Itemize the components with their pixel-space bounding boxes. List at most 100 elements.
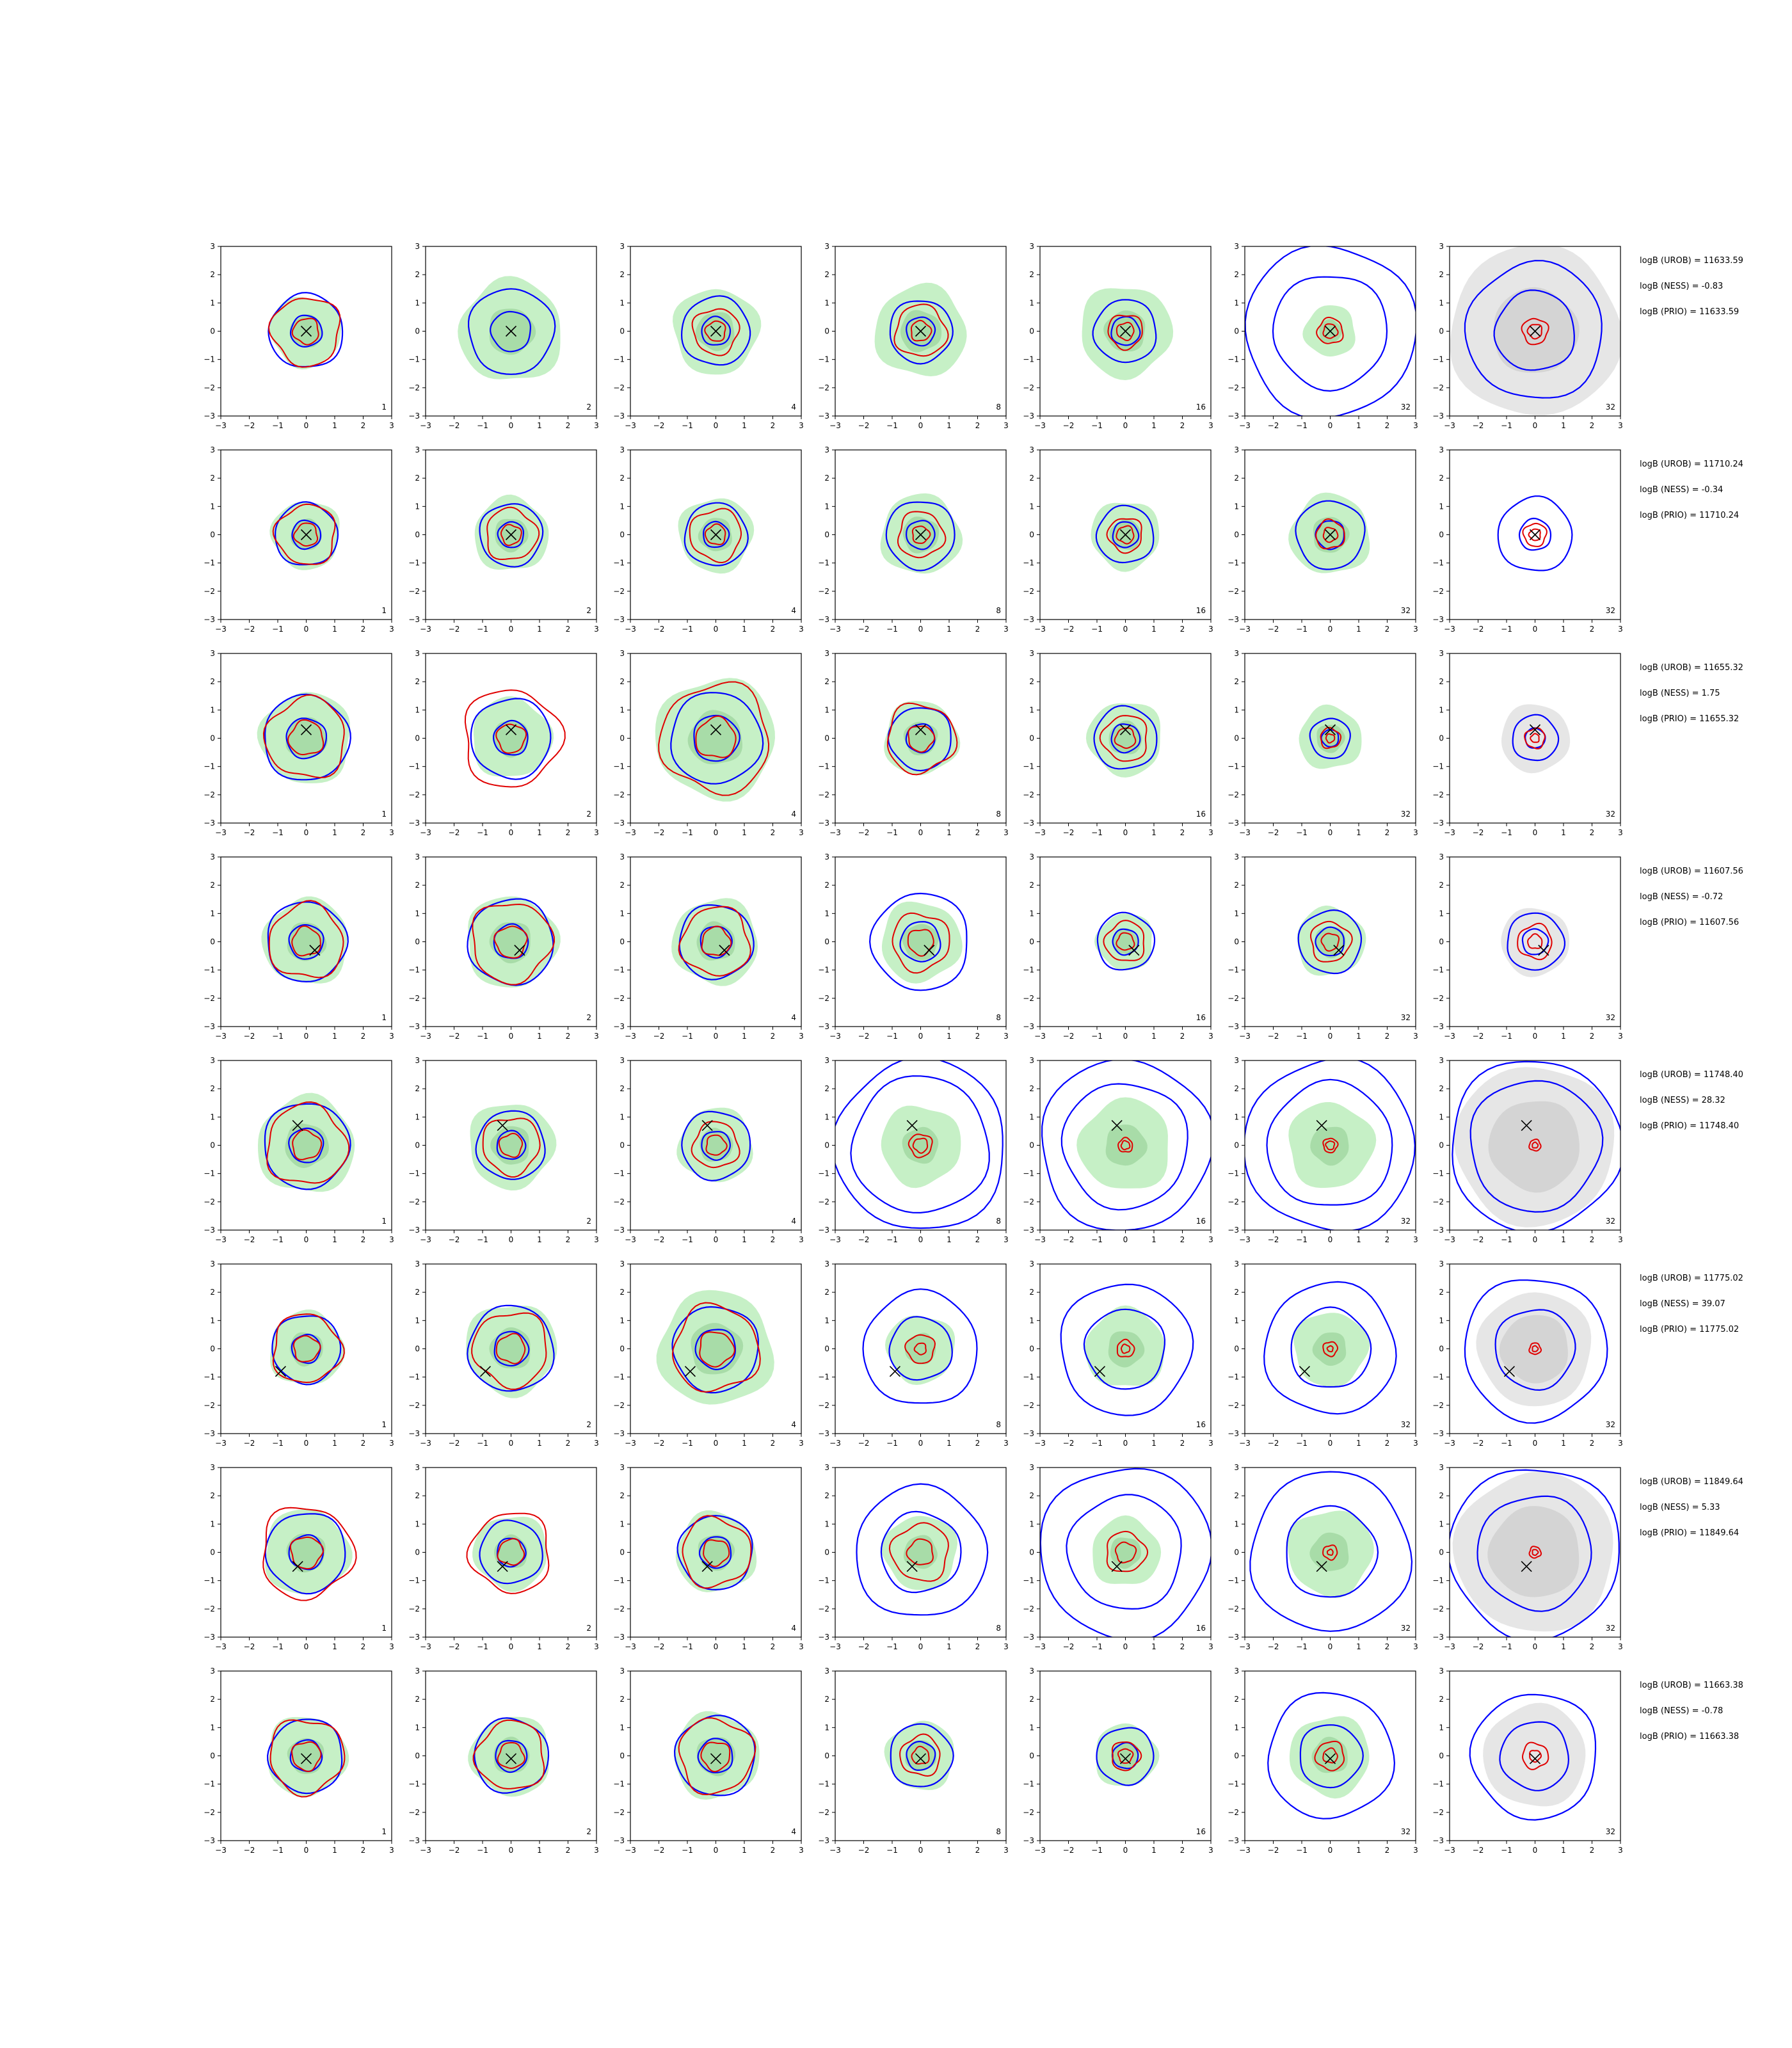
red-contour-r5-c6-0 [1528,1342,1542,1356]
y-tick-label-r7-c6-0: 3 [1439,1667,1444,1676]
marker-r4-c2 [701,1120,713,1132]
red-contour-r2-c4-0 [1099,715,1148,762]
x-tick-label-r0-c1-2: −1 [477,421,488,430]
red-contour-r2-c1-1 [495,723,527,754]
y-tick-label-r3-c4-0: 3 [1029,852,1034,861]
x-tick-label-r3-c6-0: −3 [1444,1032,1455,1041]
x-tick-label-r4-c3-5: 2 [975,1235,980,1244]
y-tick-label-r4-c2-1: 2 [620,1084,625,1093]
y-tick-label-r2-c0-1: 2 [210,677,215,686]
y-tick-label-r0-c6-4: −1 [1432,355,1444,364]
blue-contour-r4-c2-0 [681,1110,751,1182]
red-contour-r0-c0-1 [291,317,319,346]
y-tick-label-r7-c5-2: 1 [1234,1723,1239,1732]
x-tick-label-r4-c6-6: 3 [1618,1235,1623,1244]
y-tick-label-r0-c1-0: 3 [415,242,420,251]
y-tick-label-r0-c3-2: 1 [824,298,829,307]
y-tick-label-r2-c3-6: −3 [818,819,829,828]
y-tick-label-r4-c0-4: −1 [204,1169,215,1178]
panel-r3-c0: −3 −2 −1 0 1 2 3 3 2 1 0 −1 −2 −3 1 [204,852,394,1041]
red-contour-r5-c2-0 [671,1302,761,1393]
x-tick-label-r6-c3-3: 0 [918,1642,924,1651]
y-tick-label-r0-c4-2: 1 [1029,298,1034,307]
x-tick-label-r6-c5-5: 2 [1385,1642,1390,1651]
y-tick-label-r4-c6-4: −1 [1432,1169,1444,1178]
x-tick-label-r3-c6-2: −1 [1501,1032,1512,1041]
y-tick-label-r4-c5-5: −2 [1228,1197,1239,1206]
x-tick-label-r2-c6-4: 1 [1561,828,1566,837]
panel-label-r6-c1: 2 [586,1624,591,1633]
x-tick-label-r4-c6-4: 1 [1561,1235,1566,1244]
x-tick-label-r1-c5-0: −3 [1239,625,1251,634]
x-tick-label-r2-c2-5: 2 [771,828,776,837]
marker-r0-c4 [1119,325,1132,337]
y-tick-label-r1-c4-6: −3 [1023,615,1034,624]
x-tick-label-r6-c2-3: 0 [714,1642,719,1651]
red-contour-r7-c4-0 [1111,1741,1142,1772]
y-tick-label-r5-c0-2: 1 [210,1316,215,1325]
x-tick-label-r2-c1-2: −1 [477,828,488,837]
x-tick-label-r6-c6-4: 1 [1561,1642,1566,1651]
y-tick-label-r6-c3-4: −1 [818,1576,829,1585]
y-tick-label-r6-c5-3: 0 [1234,1548,1239,1557]
y-tick-label-r4-c4-1: 2 [1029,1084,1034,1093]
x-tick-label-r0-c5-6: 3 [1413,421,1418,430]
x-tick-label-r5-c6-0: −3 [1444,1439,1455,1448]
blue-contour-r4-c2-1 [701,1131,732,1161]
red-contour-r6-c1-0 [466,1512,550,1594]
y-tick-label-r5-c1-2: 1 [415,1316,420,1325]
x-tick-label-r6-c5-1: −2 [1268,1642,1279,1651]
y-tick-label-r6-c2-1: 2 [620,1491,625,1500]
y-tick-label-r2-c1-6: −3 [408,819,420,828]
x-tick-label-r5-c6-3: 0 [1533,1439,1538,1448]
y-tick-label-r6-c2-0: 3 [620,1463,625,1472]
y-tick-label-r6-c6-5: −2 [1432,1604,1444,1613]
red-contour-r1-c1-0 [486,506,540,561]
x-tick-label-r5-c6-6: 3 [1618,1439,1623,1448]
logb-note-r7-2: logB (PRIO) = 11663.38 [1640,1732,1739,1741]
y-tick-label-r2-c6-2: 1 [1439,705,1444,714]
panel-r6-c4: −3 −2 −1 0 1 2 3 3 2 1 0 −1 −2 −3 16 [1023,1463,1213,1651]
x-tick-label-r5-c1-1: −2 [449,1439,460,1448]
y-tick-label-r4-c3-6: −3 [818,1226,829,1235]
panel-label-r0-c1: 2 [586,403,591,412]
panel-r5-c3: −3 −2 −1 0 1 2 3 3 2 1 0 −1 −2 −3 8 [818,1260,1009,1448]
y-tick-label-r7-c0-3: 0 [210,1752,215,1761]
marker-r2-c0 [300,724,312,735]
blue-contour-r2-c4-0 [1093,705,1158,770]
y-tick-label-r3-c0-4: −1 [204,966,215,975]
y-tick-label-r7-c1-1: 2 [415,1695,420,1704]
red-contour-r1-c6-1 [1528,528,1541,541]
blue-contour-r1-c3-0 [885,501,956,572]
marker-r3-c6 [1538,945,1549,956]
panel-r5-c1: −3 −2 −1 0 1 2 3 3 2 1 0 −1 −2 −3 2 [408,1260,599,1448]
x-tick-label-r2-c3-3: 0 [918,828,924,837]
marker-r1-c1 [505,529,517,541]
panel-label-r7-c6: 32 [1606,1827,1615,1836]
x-tick-label-r3-c3-1: −2 [858,1032,870,1041]
y-tick-label-r0-c0-3: 0 [210,327,215,336]
y-tick-label-r6-c5-1: 2 [1234,1491,1239,1500]
y-tick-label-r0-c5-1: 2 [1234,270,1239,279]
x-tick-label-r4-c0-5: 2 [361,1235,366,1244]
y-tick-label-r0-c0-5: −2 [204,383,215,392]
x-tick-label-r4-c5-3: 0 [1328,1235,1333,1244]
panel-label-r7-c1: 2 [586,1827,591,1836]
y-tick-label-r1-c3-0: 3 [824,445,829,454]
x-tick-label-r1-c2-0: −3 [625,625,636,634]
x-tick-label-r5-c1-0: −3 [420,1439,431,1448]
red-contour-r3-c4-1 [1116,932,1135,951]
x-tick-label-r3-c5-1: −2 [1268,1032,1279,1041]
logb-note-r2-1: logB (NESS) = 1.75 [1640,689,1720,698]
panel-label-r0-c2: 4 [791,403,796,412]
y-tick-label-r6-c3-0: 3 [824,1463,829,1472]
y-tick-label-r2-c5-3: 0 [1234,734,1239,743]
y-tick-label-r3-c5-3: 0 [1234,938,1239,947]
y-tick-label-r1-c1-0: 3 [415,445,420,454]
panel-r2-c0: −3 −2 −1 0 1 2 3 3 2 1 0 −1 −2 −3 1 [204,649,394,837]
y-tick-label-r6-c3-5: −2 [818,1604,829,1613]
x-tick-label-r3-c1-3: 0 [509,1032,514,1041]
x-tick-label-r0-c2-4: 1 [742,421,747,430]
